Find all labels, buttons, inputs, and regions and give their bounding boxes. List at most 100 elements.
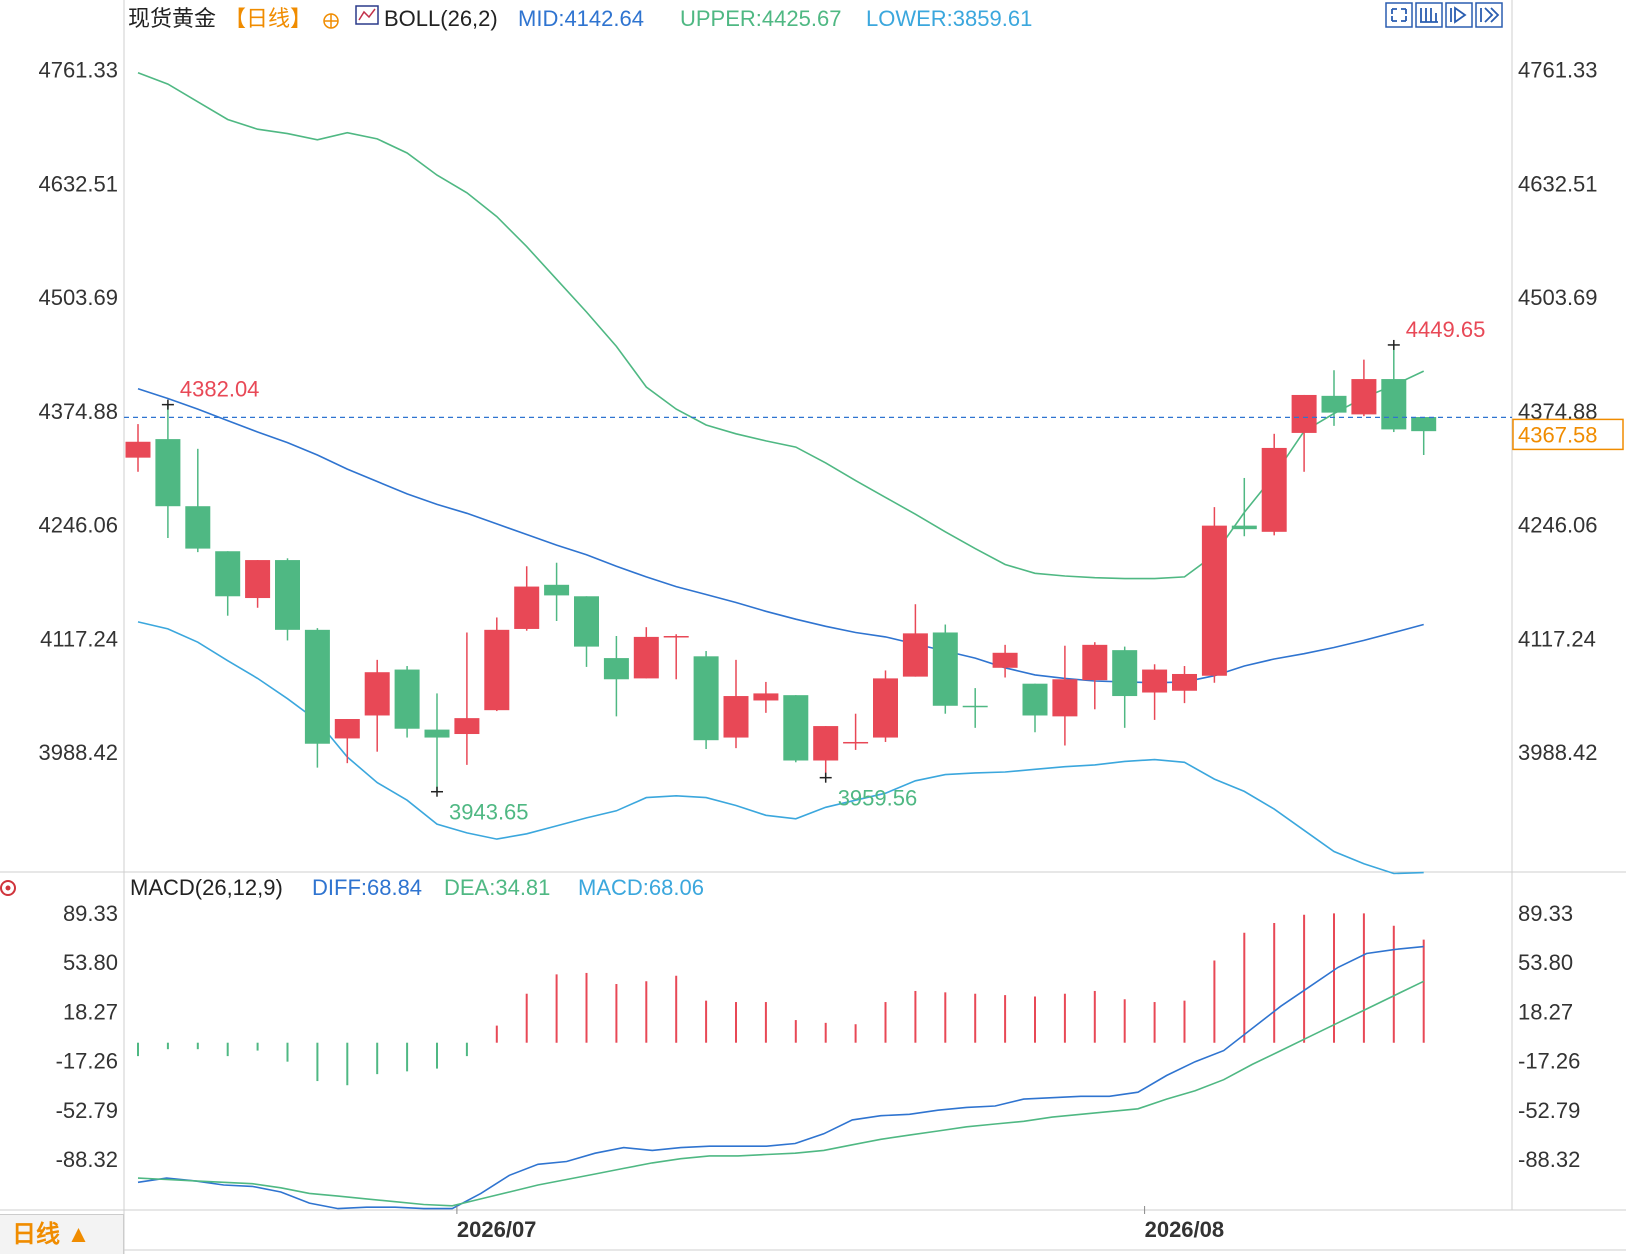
- candle: [843, 713, 869, 750]
- candle-body: [424, 729, 450, 738]
- macd-tick-label: -88.32: [1518, 1147, 1580, 1172]
- candle: [424, 693, 450, 792]
- candle: [1172, 666, 1197, 704]
- candle: [215, 551, 241, 616]
- candle: [1321, 370, 1347, 426]
- macd-tick-label: -52.79: [1518, 1098, 1580, 1123]
- price-axis-left: 4761.33 4632.51 4503.69 4374.88 4246.06 4117.…: [38, 58, 118, 765]
- candle-body: [334, 719, 360, 739]
- candles: [125, 344, 1437, 792]
- candle-body: [1052, 679, 1078, 717]
- candle-body: [1321, 395, 1347, 413]
- indicator-chart-icon[interactable]: [355, 5, 379, 25]
- candle: [394, 666, 420, 738]
- candle: [1261, 433, 1287, 536]
- candle: [484, 617, 510, 712]
- period-tab-daily[interactable]: 日线 ▲: [0, 1214, 124, 1254]
- macd-macd-value: MACD:68.06: [578, 875, 704, 900]
- candle: [1291, 394, 1317, 472]
- candle: [1381, 344, 1407, 433]
- candle: [1351, 359, 1377, 417]
- candle: [783, 695, 809, 763]
- candle-body: [603, 658, 629, 680]
- price-tick-label: 4761.33: [1518, 58, 1598, 83]
- macd-tick-label: 89.33: [1518, 901, 1573, 926]
- candle: [364, 659, 390, 752]
- period-label: 【日线】: [224, 6, 312, 31]
- candle-body: [783, 695, 809, 761]
- fullscreen-button[interactable]: [1385, 2, 1413, 28]
- macd-tick-label: 53.80: [63, 950, 118, 975]
- candle: [723, 659, 749, 749]
- candle-body: [245, 560, 271, 599]
- price-axis-right: 4761.334632.514503.694374.884246.064117.…: [1518, 58, 1598, 765]
- candle: [544, 562, 570, 621]
- candle-body: [1291, 394, 1317, 433]
- low-annotation: 3959.56: [838, 786, 918, 811]
- zoom-in-button[interactable]: [1415, 2, 1443, 28]
- macd-tick-label: 18.27: [63, 999, 118, 1024]
- crosshair-toggle-icon[interactable]: [323, 13, 339, 29]
- candle-body: [962, 705, 988, 708]
- candle-body: [723, 696, 749, 738]
- candle-body: [275, 560, 300, 630]
- price-tick-label: 3988.42: [1518, 740, 1598, 765]
- candle-body: [364, 672, 390, 716]
- macd-tick-label: -17.26: [56, 1049, 118, 1074]
- candle-body: [1142, 669, 1168, 693]
- chart-toolbar: [1385, 2, 1503, 28]
- macd-lines: [137, 945, 1425, 1210]
- macd-axis-right: 89.33 53.80 18.27 -17.26 -52.79 -88.32: [1518, 901, 1580, 1172]
- candle-body: [454, 718, 480, 735]
- candle-body: [125, 441, 151, 458]
- candle-body: [1381, 379, 1407, 430]
- boll-lower-value: LOWER:3859.61: [866, 6, 1032, 31]
- macd-header: MACD(26,12,9) DIFF:68.84 DEA:34.81 MACD:…: [0, 875, 704, 900]
- candle: [1112, 646, 1138, 728]
- candle: [693, 651, 719, 750]
- instrument-title: 现货黄金: [128, 6, 216, 31]
- current-price-line: 4367.58: [124, 416, 1624, 451]
- candle-body: [1201, 525, 1227, 676]
- boll-mid-line: [137, 388, 1424, 684]
- candle: [1022, 683, 1048, 733]
- price-tick-label: 4117.24: [40, 626, 118, 651]
- macd-tick-label: -88.32: [56, 1147, 118, 1172]
- candle-body: [1022, 683, 1048, 716]
- candle: [753, 681, 779, 713]
- candle: [873, 670, 898, 742]
- boll-mid-value: MID:4142.64: [518, 6, 644, 31]
- price-tick-label: 4246.06: [38, 513, 118, 538]
- price-tick-label: 4117.24: [1518, 626, 1596, 651]
- candle-body: [514, 586, 540, 629]
- candle-body: [1261, 447, 1287, 532]
- boll-upper-value: UPPER:4425.67: [680, 6, 841, 31]
- candle-body: [394, 669, 420, 729]
- candle-body: [843, 741, 869, 744]
- candle: [1411, 417, 1437, 455]
- candle: [574, 596, 599, 667]
- macd-diff-line: [137, 945, 1424, 1210]
- price-tick-label: 4632.51: [1518, 171, 1598, 196]
- price-tick-label: 4374.88: [38, 399, 118, 424]
- price-annotations: 4382.04 3943.65 3959.56 4449.65: [161, 317, 1485, 825]
- candle-body: [1351, 379, 1377, 415]
- macd-dea-value: DEA:34.81: [444, 875, 550, 900]
- candle: [245, 560, 271, 608]
- macd-tick-label: -17.26: [1518, 1049, 1580, 1074]
- candle: [992, 644, 1018, 678]
- jump-latest-button[interactable]: [1475, 2, 1503, 28]
- macd-tick-label: 53.80: [1518, 950, 1573, 975]
- candle: [514, 566, 540, 631]
- candle: [125, 424, 151, 472]
- candle-body: [1112, 650, 1138, 697]
- boll-indicator-label: BOLL(26,2): [384, 6, 498, 31]
- candle: [334, 719, 360, 764]
- candle: [155, 404, 181, 538]
- candle-body: [693, 656, 719, 741]
- candle-body: [1231, 525, 1257, 530]
- settings-gear-icon[interactable]: [0, 880, 16, 896]
- play-forward-button[interactable]: [1445, 2, 1473, 28]
